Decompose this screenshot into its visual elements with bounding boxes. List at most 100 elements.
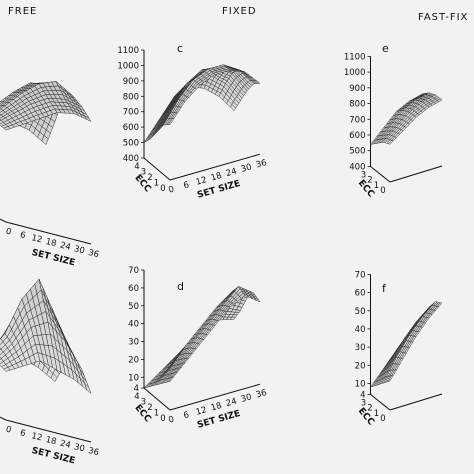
z-tick-label: 600: [349, 131, 365, 141]
mesh-cell: [253, 297, 261, 303]
x-tick-label: 12: [30, 431, 43, 443]
y-axis-line: [143, 157, 171, 181]
y-tick-label: 3: [361, 398, 366, 408]
z-tick-label: 70: [355, 270, 366, 280]
y-tick-label: 2: [147, 403, 152, 413]
z-tick-label: 4: [134, 384, 139, 394]
z-tick-label: 700: [349, 115, 365, 125]
x-tick-label: 36: [255, 158, 268, 171]
y-tick-label: 1: [374, 409, 379, 419]
x-axis-line: [169, 153, 261, 181]
x-tick-label: 6: [19, 230, 27, 241]
y-axis-line: [0, 416, 7, 421]
y-axis-line: [370, 394, 391, 411]
header-free: FREE: [8, 6, 37, 17]
y-tick-label: 0: [380, 414, 385, 424]
y-tick-label: 1: [374, 181, 379, 191]
z-tick-label: 40: [355, 325, 366, 335]
z-tick-label: 1100: [117, 46, 139, 56]
y-tick-label: 3: [141, 398, 146, 408]
z-tick-label: 500: [123, 139, 139, 149]
mesh-cell: [436, 302, 443, 308]
header-fixed: FIXED: [222, 6, 257, 17]
z-tick-label: 50: [128, 302, 139, 312]
z-tick-label: 1000: [344, 68, 366, 78]
x-tick-label: 36: [87, 248, 100, 260]
x-tick-label: 18: [45, 237, 58, 249]
x-tick-label: 30: [240, 392, 253, 405]
x-tick-label: 30: [73, 442, 86, 454]
x-tick-label: 18: [210, 401, 223, 414]
x-axis-line: [389, 165, 443, 183]
x-tick-label: 36: [255, 388, 268, 401]
y-tick-label: 2: [367, 404, 372, 414]
z-tick-label: 900: [349, 84, 365, 94]
z-tick-label: 400: [123, 154, 139, 164]
z-tick-label: 4: [360, 390, 365, 400]
y-axis-line: [370, 166, 391, 183]
z-tick-label: 30: [355, 343, 366, 353]
x-tick-label: 30: [73, 244, 86, 256]
z-tick-label: 10: [128, 373, 139, 383]
y-tick-label: 1: [154, 409, 159, 419]
z-tick-label: 800: [349, 100, 365, 110]
x-axis-line: [389, 393, 443, 411]
x-tick-label: 0: [167, 185, 175, 196]
z-tick-label: 900: [123, 77, 139, 87]
panel-label: f: [382, 282, 387, 295]
z-tick-label: 800: [123, 92, 139, 102]
panel-label: e: [382, 42, 389, 55]
x-tick-label: 6: [182, 410, 190, 421]
x-tick-label: 18: [45, 435, 58, 447]
y-tick-label: 0: [380, 186, 385, 196]
panel-label: c: [177, 42, 183, 55]
z-tick-label: 20: [355, 361, 366, 371]
header-fast-fix: FAST-FIX: [418, 12, 468, 23]
mesh-cell: [84, 382, 92, 395]
x-tick-label: 36: [87, 446, 100, 458]
x-tick-label: 18: [210, 171, 223, 184]
z-tick-label: 500: [349, 147, 365, 157]
mesh-cell: [253, 80, 261, 84]
z-tick-label: 20: [128, 355, 139, 365]
x-tick-label: 30: [240, 162, 253, 175]
y-tick-label: 4: [134, 162, 139, 172]
y-tick-label: 3: [141, 168, 146, 178]
z-tick-label: 400: [349, 162, 365, 172]
z-tick-label: 700: [123, 108, 139, 118]
x-tick-label: 12: [30, 233, 43, 245]
x-tick-label: 0: [5, 227, 13, 238]
y-tick-label: 2: [367, 176, 372, 186]
x-axis-line: [169, 383, 261, 411]
y-tick-label: 3: [361, 170, 366, 180]
x-tick-label: 24: [225, 397, 238, 410]
z-tick-label: 1000: [117, 61, 139, 71]
y-axis-line: [143, 387, 171, 411]
z-tick-label: 40: [128, 320, 139, 330]
z-tick-label: 60: [128, 284, 139, 294]
z-tick-label: 1100: [344, 52, 366, 62]
mesh-cell: [436, 98, 443, 103]
x-axis-line: [5, 221, 92, 245]
y-tick-label: 0: [160, 414, 165, 424]
x-tick-label: 6: [19, 428, 27, 439]
mesh-cell: [83, 115, 92, 122]
x-tick-label: 24: [225, 167, 238, 180]
panel-label: d: [177, 280, 184, 293]
y-tick-label: 2: [147, 173, 152, 183]
y-axis-line: [0, 218, 7, 223]
z-tick-label: 50: [355, 307, 366, 317]
x-tick-label: 24: [59, 439, 72, 451]
z-tick-label: 600: [123, 123, 139, 133]
x-tick-label: 0: [5, 425, 13, 436]
z-tick-label: 10: [355, 380, 366, 390]
y-tick-label: 0: [160, 184, 165, 194]
z-tick-label: 60: [355, 289, 366, 299]
y-tick-label: 1: [154, 179, 159, 189]
